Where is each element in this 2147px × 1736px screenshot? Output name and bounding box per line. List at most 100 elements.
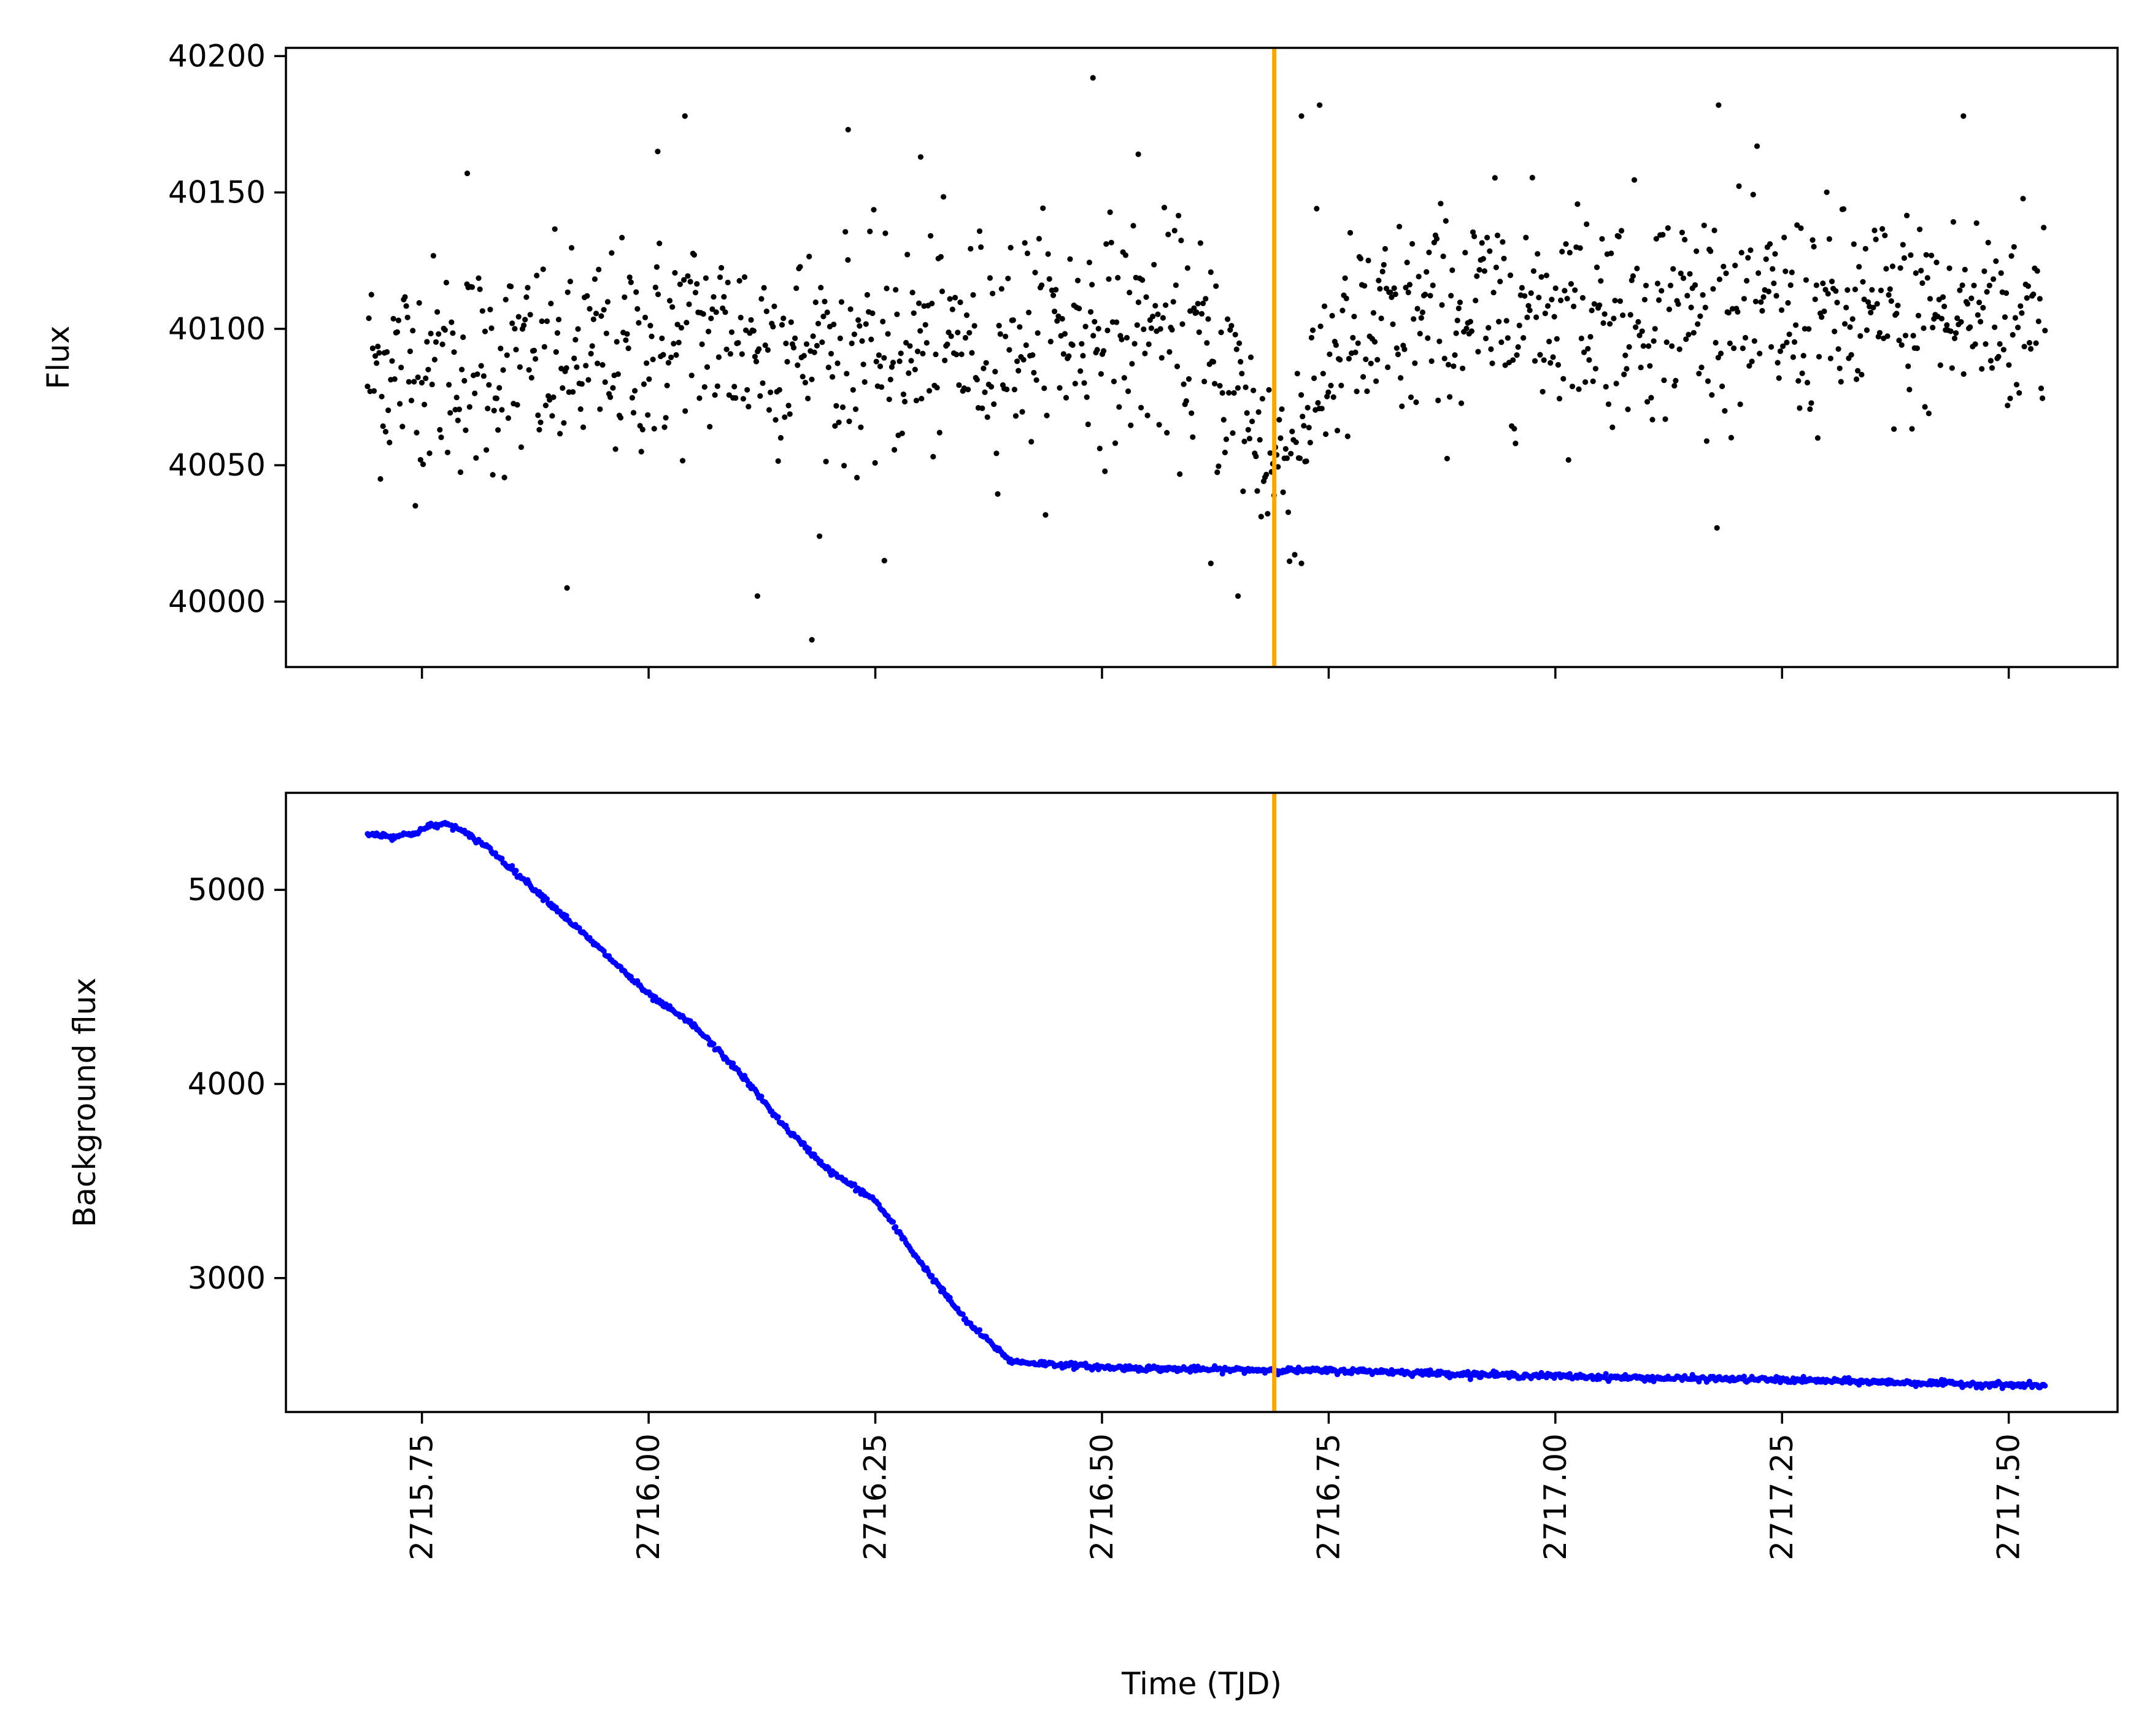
flux-point [596,266,602,272]
flux-point [775,458,781,465]
flux-point [439,341,445,347]
flux-point [1844,287,1851,293]
flux-point [795,362,801,368]
flux-point [1201,379,1208,385]
flux-point [1141,326,1147,333]
flux-point [1884,333,1891,339]
flux-point [477,286,483,292]
flux-point [1395,351,1401,358]
flux-point [514,402,520,408]
flux-point [1187,308,1193,314]
flux-point [398,365,404,371]
flux-point [503,296,509,303]
flux-point [429,381,435,388]
flux-point [1829,279,1835,285]
flux-point [1323,431,1329,438]
flux-point [696,395,703,401]
flux-point [1771,280,1777,287]
flux-point [374,360,380,366]
flux-point [426,450,433,457]
flux-point [1816,353,1822,360]
flux-point [1255,409,1262,415]
flux-point [1803,277,1809,283]
flux-point [855,317,861,323]
flux-point [434,309,441,315]
flux-point [721,294,727,300]
flux-point [1795,378,1802,384]
flux-point [473,455,479,461]
flux-point [992,369,998,375]
flux-point [957,299,963,306]
flux-point [1414,306,1420,312]
flux-point [1142,350,1148,357]
flux-point [838,299,844,305]
flux-point [682,113,688,119]
flux-point [387,439,393,446]
flux-point [1344,433,1351,439]
flux-point [1737,401,1743,407]
flux-point [369,345,376,352]
flux-point [1398,375,1404,381]
flux-point [1247,354,1254,360]
flux-point [1565,457,1571,463]
flux-point [1440,253,1446,260]
flux-point [663,415,669,421]
flux-point [907,343,913,349]
flux-point [1806,326,1812,332]
flux-point [1122,252,1128,258]
flux-point [1701,222,1707,228]
flux-point [1857,333,1864,339]
flux-point [1915,312,1922,318]
background-flux-x-tick-label: 2717.00 [1538,1433,1573,1560]
flux-point [1957,287,1963,293]
flux-point [2035,318,2041,325]
flux-point [1280,489,1286,495]
flux-point [917,328,923,334]
flux-point [651,426,657,432]
flux-point [849,340,855,347]
flux-point [1166,349,1173,355]
flux-point [1924,275,1930,281]
flux-point [1144,412,1151,419]
flux-point [1838,379,1844,385]
flux-point [1728,434,1734,441]
flux-point [1542,311,1548,317]
flux-point [560,385,566,392]
flux-point [1131,341,1138,347]
flux-point [410,328,416,334]
flux-point [884,285,890,291]
flux-point [1670,266,1676,272]
flux-point [1948,328,1954,334]
flux-point [1735,309,1741,315]
flux-point [1035,330,1041,336]
flux-point [1085,421,1091,428]
flux-point [629,395,635,401]
flux-point [836,419,842,425]
flux-point [588,350,594,357]
flux-point [1714,525,1720,531]
flux-point [852,406,859,412]
flux-point [424,339,430,345]
background-flux-point [2042,1383,2048,1389]
flux-point [1835,346,1841,352]
flux-point [379,393,385,399]
flux-point [1346,355,1352,362]
flux-point [1298,560,1305,566]
flux-point [478,363,484,369]
flux-point [1041,385,1047,392]
flux-point [642,314,649,321]
flux-point [1571,303,1577,309]
flux-point [1710,286,1716,292]
background-flux-point [1800,1373,1806,1380]
flux-point [453,395,460,401]
flux-point [1736,183,1742,189]
flux-point [1482,335,1489,342]
flux-point [1842,321,1848,327]
flux-point [2024,295,2030,301]
flux-point [536,426,542,433]
flux-point [1319,406,1325,412]
flux-point [604,299,611,305]
flux-point [417,457,423,463]
flux-point [723,346,730,352]
flux-point [540,266,546,272]
